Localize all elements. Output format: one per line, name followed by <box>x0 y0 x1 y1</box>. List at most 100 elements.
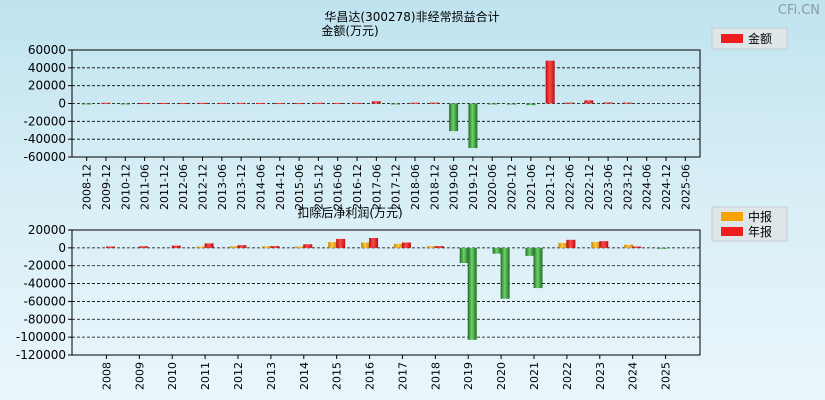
chart-2-bar-中报-2018 <box>426 246 436 248</box>
chart-2-bar-中报-2021 <box>525 247 535 256</box>
chart-1-x-tick-label: 2020-06 <box>486 164 499 210</box>
chart-2-x-tick-label: 2014 <box>298 362 311 390</box>
chart-1-bar-金额-2020-12 <box>507 103 517 105</box>
chart-1-bar-金额-2015-06 <box>294 103 304 105</box>
chart-1-x-tick-label: 2020-12 <box>506 164 519 210</box>
chart-1-x-tick-label: 2019-12 <box>467 164 480 210</box>
chart-1-y-tick-label: -20000 <box>23 114 66 128</box>
chart-1-x-tick-label: 2024-06 <box>641 164 654 210</box>
chart-2-net-profit: 扣除后净利润(万元) 20000 0 -20000 -40000 -60000 -8000… <box>16 205 788 390</box>
chart-2-bar-中报-2022 <box>558 242 568 248</box>
chart-2-x-tick-label: 2020 <box>495 362 508 390</box>
chart-1-x-tick-label: 2014-06 <box>254 164 267 210</box>
chart-2-x-tick-label: 2008 <box>100 362 113 390</box>
chart-2-x-tick-label: 2017 <box>396 362 409 390</box>
chart-1-x-tick-label: 2017-12 <box>390 164 403 210</box>
chart-1-bar-金额-2014-12 <box>275 103 285 105</box>
chart-2-x-tick-label: 2021 <box>528 362 541 390</box>
legend-label-annual: 年报 <box>748 224 772 239</box>
chart-2-title: 扣除后净利润(万元) <box>297 205 402 220</box>
chart-1-bar-金额-2016-06 <box>333 102 343 104</box>
chart-1-bar-金额-2022-12 <box>584 100 594 104</box>
chart-2-bar-中报-2016 <box>361 242 371 248</box>
chart-2-bar-中报-2015 <box>328 242 338 248</box>
chart-2-x-tick-label: 2015 <box>331 362 344 390</box>
chart-1-x-tick-label: 2018-12 <box>428 164 441 210</box>
chart-1-bar-金额-2017-12 <box>391 103 401 105</box>
chart-1-bar-金额-2020-06 <box>487 103 497 105</box>
chart-1-legend: 金额 <box>711 27 788 50</box>
chart-1-bar-金额-2013-06 <box>217 102 227 104</box>
chart-1-x-tick-label: 2010-12 <box>119 164 132 210</box>
chart-2-y-tick-label: -60000 <box>23 294 66 308</box>
chart-2-bar-年报-2010 <box>171 245 181 248</box>
chart-1-x-tick-label: 2011-06 <box>139 164 152 210</box>
chart-1-x-tick-label: 2025-06 <box>679 164 692 210</box>
chart-1-bar-金额-2011-06 <box>140 103 150 105</box>
chart-1-y-tick-label: 60000 <box>28 43 66 57</box>
chart-1-x-tick-label: 2014-12 <box>274 164 287 210</box>
chart-1-y-tick-label: -60000 <box>23 150 66 164</box>
chart-2-bar-中报-2012 <box>229 246 239 248</box>
chart-1-bar-金额-2017-06 <box>371 101 381 104</box>
chart-2-bar-年报-2016 <box>369 238 379 248</box>
chart-1-y-axis: 60000 40000 20000 0 -20000 -40000 -60000 <box>23 43 72 164</box>
chart-1-bar-金额-2015-12 <box>313 102 323 104</box>
chart-2-bar-中报-2024 <box>624 244 634 248</box>
chart-2-bar-年报-2018 <box>434 246 444 248</box>
chart-1-bar-金额-2021-06 <box>526 103 536 106</box>
chart-2-x-tick-label: 2013 <box>265 362 278 390</box>
chart-1-x-tick-label: 2017-06 <box>370 164 383 210</box>
chart-2-y-tick-label: -20000 <box>23 259 66 273</box>
chart-1-x-tick-label: 2019-06 <box>448 164 461 210</box>
chart-2-y-tick-label: 0 <box>58 241 66 255</box>
chart-2-bar-年报-2014 <box>303 244 313 248</box>
chart-2-bar-年报-2023 <box>599 241 609 248</box>
chart-1-nonrecurring: 华昌达(300278)非经常损益合计 金额(万元) 60000 40000 2000… <box>23 9 788 210</box>
chart-2-x-tick-label: 2025 <box>660 362 673 390</box>
chart-1-bar-金额-2012-12 <box>198 102 208 104</box>
chart-2-x-tick-label: 2009 <box>133 362 146 390</box>
chart-2-bar-年报-2021 <box>533 247 543 289</box>
chart-1-ylabel: 金额(万元) <box>321 23 378 38</box>
chart-1-x-tick-label: 2015-12 <box>312 164 325 210</box>
chart-2-x-tick-label: 2019 <box>462 362 475 390</box>
chart-1-bar-金额-2016-12 <box>352 102 362 104</box>
chart-1-x-tick-label: 2015-06 <box>293 164 306 210</box>
chart-2-bar-年报-2011 <box>204 243 214 248</box>
chart-1-bar-金额-2018-12 <box>429 102 439 104</box>
chart-1-x-tick-label: 2008-12 <box>81 164 94 210</box>
chart-1-x-tick-label: 2023-06 <box>602 164 615 210</box>
chart-1-bar-金额-2019-06 <box>449 103 459 132</box>
chart-2-bar-中报-2011 <box>196 246 206 248</box>
chart-2-x-tick-label: 2012 <box>232 362 245 390</box>
chart-1-x-tick-label: 2009-12 <box>100 164 113 210</box>
chart-2-gridlines <box>72 247 700 338</box>
legend-label-interim: 中报 <box>748 209 772 224</box>
chart-1-bar-金额-2012-06 <box>178 103 188 105</box>
chart-2-bar-年报-2013 <box>270 246 280 248</box>
chart-2-x-tick-label: 2022 <box>561 362 574 390</box>
chart-2-bar-年报-2008 <box>105 246 115 248</box>
chart-2-y-tick-label: 20000 <box>28 223 66 237</box>
chart-2-x-tick-label: 2023 <box>594 362 607 390</box>
chart-2-bar-中报-2014 <box>295 246 305 248</box>
chart-2-x-tick-label: 2024 <box>627 362 640 390</box>
chart-1-x-tick-label: 2012-12 <box>197 164 210 210</box>
chart-2-x-tick-label: 2011 <box>199 362 212 390</box>
chart-1-y-tick-label: 40000 <box>28 61 66 75</box>
chart-1-x-tick-label: 2012-06 <box>177 164 190 210</box>
chart-1-bar-金额-2011-12 <box>159 102 169 104</box>
chart-2-bar-年报-2019 <box>467 247 477 340</box>
chart-2-bar-年报-2017 <box>401 242 411 248</box>
chart-2-bar-中报-2017 <box>393 243 403 248</box>
legend-swatch-annual <box>721 227 743 236</box>
chart-1-bar-金额-2010-12 <box>120 103 130 105</box>
chart-1-bar-金额-2014-06 <box>255 102 265 104</box>
chart-2-bars <box>105 238 667 340</box>
chart-1-bar-金额-2022-06 <box>564 102 574 104</box>
chart-1-y-tick-label: 20000 <box>28 79 66 93</box>
chart-2-x-tick-label: 2016 <box>364 362 377 390</box>
chart-2-x-axis: 2008 2009 2010 2011 2012 2013 2014 2015 2016 2017… <box>100 355 673 390</box>
